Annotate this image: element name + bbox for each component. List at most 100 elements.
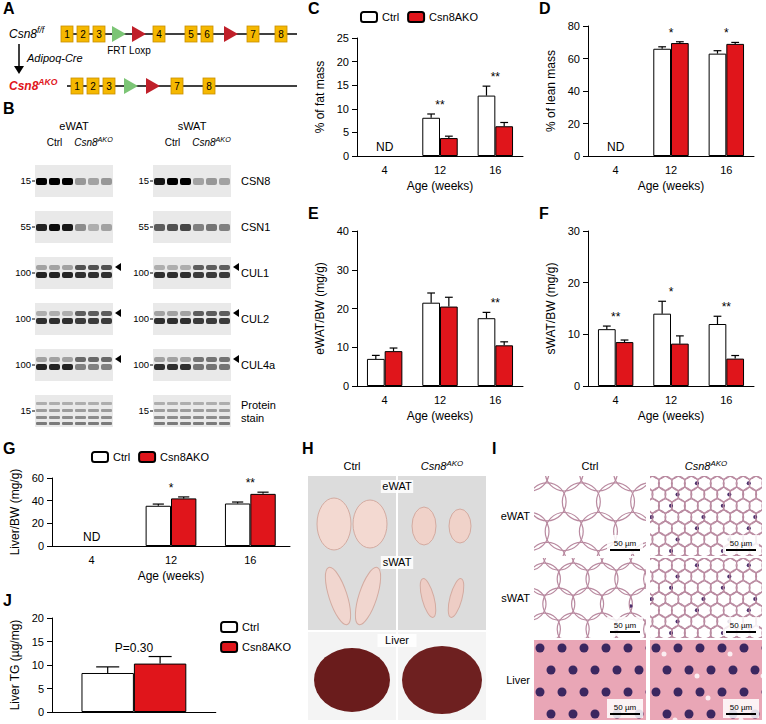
svg-text:55: 55	[20, 221, 31, 232]
svg-text:ND: ND	[83, 530, 101, 544]
svg-text:12: 12	[665, 394, 677, 406]
svg-text:% of fat mass: % of fat mass	[313, 61, 327, 134]
svg-text:Ctrl: Ctrl	[242, 621, 259, 633]
svg-text:4: 4	[382, 394, 388, 406]
svg-text:sWAT: sWAT	[501, 592, 530, 604]
svg-text:5: 5	[188, 29, 194, 40]
svg-text:100: 100	[15, 359, 31, 370]
svg-text:4: 4	[613, 164, 619, 176]
svg-text:Liver/BW (mg/g): Liver/BW (mg/g)	[8, 469, 22, 556]
svg-text:8: 8	[278, 29, 284, 40]
svg-text:Csn8f/f: Csn8f/f	[9, 25, 46, 41]
svg-text:0: 0	[38, 540, 44, 552]
svg-text:100: 100	[15, 267, 31, 278]
svg-text:1: 1	[64, 29, 70, 40]
svg-text:Csn8AKO: Csn8AKO	[685, 459, 727, 472]
svg-text:40: 40	[568, 85, 580, 97]
svg-text:20: 20	[568, 277, 580, 289]
svg-text:4: 4	[156, 29, 162, 40]
svg-text:15: 15	[20, 175, 31, 186]
svg-text:Age (weeks): Age (weeks)	[407, 409, 474, 423]
svg-text:20: 20	[32, 517, 44, 529]
svg-text:Csn8AKO: Csn8AKO	[429, 11, 478, 23]
svg-text:50 µm: 50 µm	[730, 703, 753, 712]
svg-text:sWAT: sWAT	[383, 556, 412, 568]
svg-text:50 µm: 50 µm	[614, 539, 637, 548]
svg-text:**: **	[722, 300, 732, 314]
svg-text:20: 20	[337, 56, 349, 68]
svg-text:80: 80	[568, 20, 580, 32]
svg-text:15: 15	[20, 405, 31, 416]
svg-text:0: 0	[574, 150, 580, 162]
svg-text:**: **	[611, 310, 621, 324]
svg-text:6: 6	[204, 29, 210, 40]
svg-text:Csn8AKO: Csn8AKO	[9, 77, 58, 93]
svg-text:CUL1: CUL1	[241, 267, 269, 279]
svg-text:**: **	[246, 476, 256, 490]
svg-text:12: 12	[434, 164, 446, 176]
svg-text:0: 0	[343, 150, 349, 162]
svg-text:ND: ND	[376, 140, 394, 154]
svg-text:Csn8AKO: Csn8AKO	[242, 641, 291, 653]
svg-text:Ctrl: Ctrl	[343, 460, 360, 472]
svg-text:25: 25	[337, 32, 349, 44]
svg-text:*: *	[169, 481, 174, 495]
svg-text:15: 15	[32, 636, 44, 648]
svg-text:5: 5	[343, 126, 349, 138]
svg-text:0: 0	[38, 706, 44, 718]
svg-text:2: 2	[90, 81, 96, 92]
svg-text:50 µm: 50 µm	[730, 539, 753, 548]
svg-text:eWAT: eWAT	[501, 510, 531, 522]
svg-text:CSN1: CSN1	[241, 221, 270, 233]
svg-text:100: 100	[133, 359, 149, 370]
svg-text:100: 100	[15, 313, 31, 324]
svg-text:4: 4	[613, 394, 619, 406]
svg-text:20: 20	[568, 118, 580, 130]
svg-text:12: 12	[434, 394, 446, 406]
svg-text:**: **	[435, 98, 445, 112]
svg-text:30: 30	[568, 225, 580, 237]
svg-text:7: 7	[250, 29, 256, 40]
svg-text:50 µm: 50 µm	[614, 703, 637, 712]
svg-text:stain: stain	[241, 412, 264, 424]
svg-text:50 µm: 50 µm	[614, 621, 637, 630]
svg-text:4: 4	[89, 554, 95, 566]
svg-text:3: 3	[96, 29, 102, 40]
svg-text:Ctrl: Ctrl	[382, 11, 399, 23]
svg-text:4: 4	[382, 164, 388, 176]
svg-text:**: **	[491, 70, 501, 84]
svg-text:Liver TG (µg/mg): Liver TG (µg/mg)	[8, 620, 22, 711]
svg-text:1: 1	[74, 81, 80, 92]
svg-text:100: 100	[133, 313, 149, 324]
svg-text:Liver: Liver	[385, 634, 409, 646]
svg-text:eWAT/BW (mg/g): eWAT/BW (mg/g)	[313, 262, 327, 355]
svg-text:Ctrl: Ctrl	[113, 451, 130, 463]
svg-text:Csn8AKO: Csn8AKO	[74, 135, 113, 148]
svg-text:Age (weeks): Age (weeks)	[638, 179, 705, 193]
svg-text:Adipoq-Cre: Adipoq-Cre	[26, 52, 83, 64]
svg-text:40: 40	[32, 495, 44, 507]
svg-text:12: 12	[665, 164, 677, 176]
svg-text:10: 10	[32, 659, 44, 671]
svg-text:0: 0	[574, 380, 580, 392]
svg-text:20: 20	[337, 303, 349, 315]
svg-text:Age (weeks): Age (weeks)	[638, 409, 705, 423]
svg-text:CUL4a: CUL4a	[241, 359, 276, 371]
svg-text:3: 3	[106, 81, 112, 92]
svg-text:CSN8: CSN8	[241, 175, 270, 187]
svg-text:55: 55	[138, 221, 149, 232]
svg-text:8: 8	[206, 81, 212, 92]
svg-text:ND: ND	[607, 140, 625, 154]
svg-text:Csn8AKO: Csn8AKO	[192, 135, 231, 148]
svg-text:P=0.30: P=0.30	[115, 641, 154, 655]
svg-text:*: *	[669, 285, 674, 299]
svg-text:16: 16	[489, 394, 501, 406]
svg-text:10: 10	[337, 103, 349, 115]
svg-text:16: 16	[720, 164, 732, 176]
svg-text:Age (weeks): Age (weeks)	[138, 569, 205, 583]
svg-text:16: 16	[489, 164, 501, 176]
svg-text:Protein: Protein	[241, 399, 276, 411]
svg-text:60: 60	[32, 472, 44, 484]
svg-text:**: **	[491, 296, 501, 310]
svg-text:15: 15	[138, 405, 149, 416]
